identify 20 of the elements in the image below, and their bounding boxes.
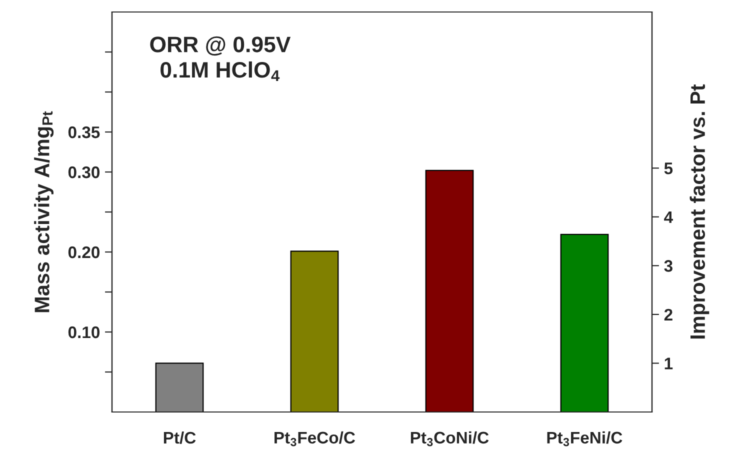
y2-tick-label: 1: [664, 358, 673, 370]
y-tick-label: 0.10: [68, 326, 100, 338]
y2-tick-label: 2: [664, 308, 672, 320]
x-tick-label: Pt$_{3}$FeCo/C: [274, 431, 356, 446]
y2-tick-label: 5: [664, 162, 673, 174]
y2-tick-label: 3: [664, 260, 672, 272]
bar: [425, 170, 474, 412]
annotation: ORR @ 0.95V 0.1M HClO$_{4}$: [150, 36, 291, 82]
y2-tick-label: 4: [664, 211, 673, 223]
y-tick-label: 0.35: [68, 126, 100, 138]
y-axis-title: Mass activity A/mg$_{Pt}$: [34, 111, 54, 312]
x-tick-label: Pt$_{3}$CoNi/C: [410, 431, 489, 446]
bar: [155, 362, 204, 412]
bar: [560, 234, 609, 412]
y-tick-label: 0.20: [68, 246, 100, 258]
y-tick-label: 0.30: [68, 166, 100, 178]
bar: [290, 250, 339, 412]
x-tick-label: Pt$_{3}$FeNi/C: [547, 431, 622, 446]
x-tick-label: Pt/C: [164, 431, 196, 444]
y2-axis-title: Improvement factor vs. Pt: [690, 84, 710, 339]
